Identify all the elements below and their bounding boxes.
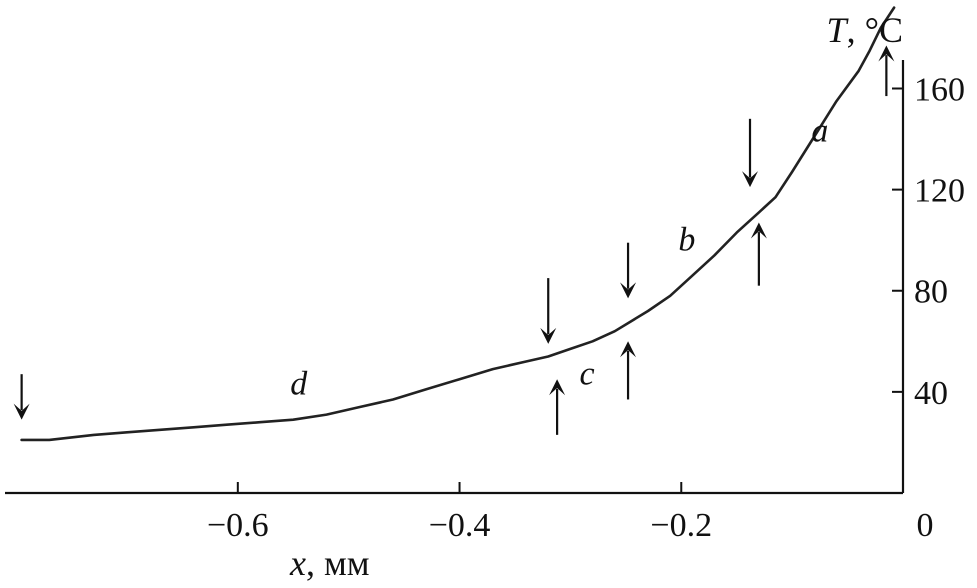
y-axis-var: T xyxy=(827,10,850,50)
x-axis-title: x, мм xyxy=(289,543,370,583)
y-axis-title: T, °C xyxy=(827,10,903,50)
series-group xyxy=(20,6,896,442)
y-tick-label: 160 xyxy=(914,71,965,108)
x-axis-unit: , мм xyxy=(306,543,370,583)
arrow-head xyxy=(540,327,557,344)
arrow-head xyxy=(549,379,566,396)
y-axis-ticks: 40 80 120 160 xyxy=(892,71,965,412)
segment-label-c: c xyxy=(579,355,594,392)
arrow-group xyxy=(13,45,895,435)
temperature-curve xyxy=(20,6,896,442)
arrow-head xyxy=(620,282,637,299)
y-tick-label: 120 xyxy=(914,173,965,210)
arrow-down xyxy=(742,118,759,188)
arrow-head xyxy=(742,171,759,188)
y-tick-label: 80 xyxy=(914,274,948,311)
arrow-head xyxy=(620,341,637,358)
arrow-up xyxy=(878,45,895,97)
arrow-down xyxy=(13,374,30,420)
arrow-up xyxy=(549,379,566,435)
segment-labels: a b c d xyxy=(290,113,828,403)
segment-label-a: a xyxy=(811,113,828,150)
arrow-head xyxy=(878,45,895,62)
segment-label-b: b xyxy=(678,221,695,258)
arrow-up xyxy=(620,341,637,400)
x-tick-label: −0.6 xyxy=(207,507,269,544)
arrow-head xyxy=(13,403,30,420)
x-tick-label: −0.2 xyxy=(650,507,712,544)
arrow-up xyxy=(750,222,767,286)
x-axis-var: x xyxy=(289,543,306,583)
arrow-head xyxy=(750,222,767,239)
segment-label-d: d xyxy=(290,365,308,402)
y-tick-label: 40 xyxy=(914,375,948,412)
x-axis-ticks: −0.6 −0.4 −0.2 0 xyxy=(207,482,934,544)
x-tick-label: 0 xyxy=(917,507,934,544)
arrow-down xyxy=(540,278,557,344)
x-tick-label: −0.4 xyxy=(429,507,491,544)
axes xyxy=(5,60,905,495)
arrow-down xyxy=(620,242,637,299)
y-axis-unit: , °C xyxy=(847,10,903,50)
